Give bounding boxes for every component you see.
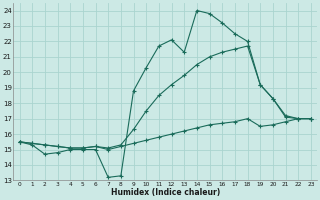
X-axis label: Humidex (Indice chaleur): Humidex (Indice chaleur) — [111, 188, 220, 197]
